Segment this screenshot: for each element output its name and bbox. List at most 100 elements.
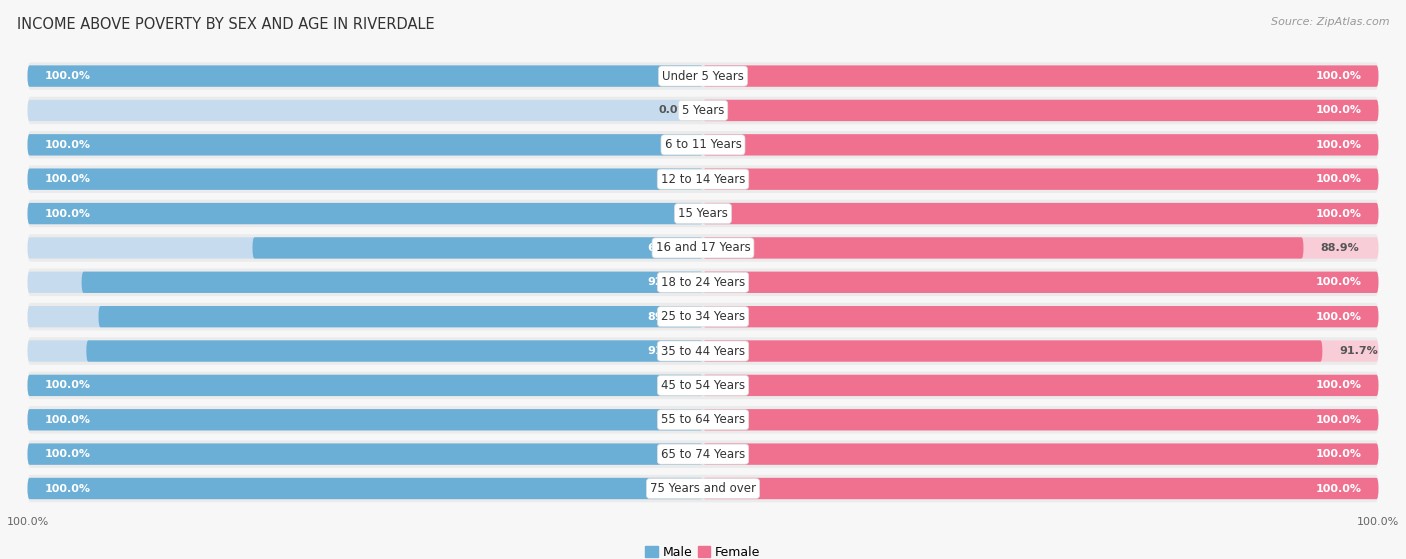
Text: 100.0%: 100.0%	[1316, 277, 1361, 287]
FancyBboxPatch shape	[703, 409, 1378, 430]
FancyBboxPatch shape	[703, 272, 1378, 293]
FancyBboxPatch shape	[703, 306, 1378, 328]
FancyBboxPatch shape	[703, 237, 1303, 259]
FancyBboxPatch shape	[28, 337, 1378, 365]
FancyBboxPatch shape	[703, 375, 1378, 396]
FancyBboxPatch shape	[703, 443, 1378, 465]
FancyBboxPatch shape	[703, 134, 1378, 155]
Text: 6 to 11 Years: 6 to 11 Years	[665, 138, 741, 151]
Text: 92.0%: 92.0%	[648, 277, 686, 287]
FancyBboxPatch shape	[28, 409, 703, 430]
Text: 100.0%: 100.0%	[45, 380, 90, 390]
FancyBboxPatch shape	[28, 100, 703, 121]
FancyBboxPatch shape	[28, 165, 1378, 193]
FancyBboxPatch shape	[28, 372, 1378, 399]
Legend: Male, Female: Male, Female	[641, 541, 765, 559]
Text: 100.0%: 100.0%	[1316, 415, 1361, 425]
FancyBboxPatch shape	[28, 478, 703, 499]
Text: 100.0%: 100.0%	[1316, 71, 1361, 81]
Text: 100.0%: 100.0%	[1316, 380, 1361, 390]
FancyBboxPatch shape	[28, 134, 703, 155]
FancyBboxPatch shape	[703, 306, 1378, 328]
FancyBboxPatch shape	[703, 443, 1378, 465]
Text: 89.5%: 89.5%	[648, 312, 686, 321]
FancyBboxPatch shape	[28, 237, 703, 259]
FancyBboxPatch shape	[703, 100, 1378, 121]
FancyBboxPatch shape	[28, 475, 1378, 502]
FancyBboxPatch shape	[253, 237, 703, 259]
Text: 18 to 24 Years: 18 to 24 Years	[661, 276, 745, 289]
FancyBboxPatch shape	[28, 340, 703, 362]
Text: INCOME ABOVE POVERTY BY SEX AND AGE IN RIVERDALE: INCOME ABOVE POVERTY BY SEX AND AGE IN R…	[17, 17, 434, 32]
FancyBboxPatch shape	[28, 203, 703, 224]
Text: 25 to 34 Years: 25 to 34 Years	[661, 310, 745, 323]
FancyBboxPatch shape	[82, 272, 703, 293]
Text: 100.0%: 100.0%	[1316, 174, 1361, 184]
FancyBboxPatch shape	[28, 63, 1378, 90]
FancyBboxPatch shape	[703, 134, 1378, 155]
FancyBboxPatch shape	[703, 203, 1378, 224]
FancyBboxPatch shape	[28, 303, 1378, 330]
FancyBboxPatch shape	[28, 406, 1378, 434]
FancyBboxPatch shape	[703, 168, 1378, 190]
FancyBboxPatch shape	[28, 306, 703, 328]
FancyBboxPatch shape	[703, 203, 1378, 224]
FancyBboxPatch shape	[703, 168, 1378, 190]
FancyBboxPatch shape	[28, 203, 703, 224]
Text: Under 5 Years: Under 5 Years	[662, 69, 744, 83]
FancyBboxPatch shape	[703, 100, 1378, 121]
FancyBboxPatch shape	[28, 443, 703, 465]
Text: 75 Years and over: 75 Years and over	[650, 482, 756, 495]
Text: 16 and 17 Years: 16 and 17 Years	[655, 241, 751, 254]
Text: 100.0%: 100.0%	[45, 415, 90, 425]
Text: 65 to 74 Years: 65 to 74 Years	[661, 448, 745, 461]
FancyBboxPatch shape	[703, 340, 1323, 362]
FancyBboxPatch shape	[28, 478, 703, 499]
FancyBboxPatch shape	[28, 65, 703, 87]
FancyBboxPatch shape	[28, 200, 1378, 228]
Text: 88.9%: 88.9%	[1320, 243, 1360, 253]
FancyBboxPatch shape	[28, 168, 703, 190]
Text: 100.0%: 100.0%	[45, 174, 90, 184]
Text: 12 to 14 Years: 12 to 14 Years	[661, 173, 745, 186]
FancyBboxPatch shape	[28, 134, 703, 155]
FancyBboxPatch shape	[28, 375, 703, 396]
Text: 55 to 64 Years: 55 to 64 Years	[661, 413, 745, 427]
Text: 0.0%: 0.0%	[659, 106, 689, 116]
Text: 100.0%: 100.0%	[45, 449, 90, 459]
Text: 35 to 44 Years: 35 to 44 Years	[661, 344, 745, 358]
FancyBboxPatch shape	[703, 409, 1378, 430]
Text: 91.7%: 91.7%	[1340, 346, 1378, 356]
FancyBboxPatch shape	[28, 272, 703, 293]
Text: 5 Years: 5 Years	[682, 104, 724, 117]
FancyBboxPatch shape	[703, 65, 1378, 87]
FancyBboxPatch shape	[28, 131, 1378, 159]
FancyBboxPatch shape	[28, 65, 703, 87]
Text: 15 Years: 15 Years	[678, 207, 728, 220]
FancyBboxPatch shape	[28, 97, 1378, 124]
FancyBboxPatch shape	[28, 440, 1378, 468]
Text: Source: ZipAtlas.com: Source: ZipAtlas.com	[1271, 17, 1389, 27]
Text: 100.0%: 100.0%	[45, 484, 90, 494]
FancyBboxPatch shape	[98, 306, 703, 328]
FancyBboxPatch shape	[703, 375, 1378, 396]
Text: 66.7%: 66.7%	[647, 243, 686, 253]
FancyBboxPatch shape	[703, 478, 1378, 499]
FancyBboxPatch shape	[28, 443, 703, 465]
FancyBboxPatch shape	[28, 234, 1378, 262]
Text: 100.0%: 100.0%	[1316, 209, 1361, 219]
Text: 45 to 54 Years: 45 to 54 Years	[661, 379, 745, 392]
FancyBboxPatch shape	[703, 478, 1378, 499]
FancyBboxPatch shape	[703, 237, 1378, 259]
Text: 91.3%: 91.3%	[648, 346, 686, 356]
Text: 100.0%: 100.0%	[45, 140, 90, 150]
Text: 100.0%: 100.0%	[45, 209, 90, 219]
FancyBboxPatch shape	[86, 340, 703, 362]
Text: 100.0%: 100.0%	[1316, 484, 1361, 494]
Text: 100.0%: 100.0%	[1316, 449, 1361, 459]
FancyBboxPatch shape	[703, 65, 1378, 87]
Text: 100.0%: 100.0%	[1316, 140, 1361, 150]
FancyBboxPatch shape	[703, 340, 1378, 362]
Text: 100.0%: 100.0%	[45, 71, 90, 81]
FancyBboxPatch shape	[703, 272, 1378, 293]
